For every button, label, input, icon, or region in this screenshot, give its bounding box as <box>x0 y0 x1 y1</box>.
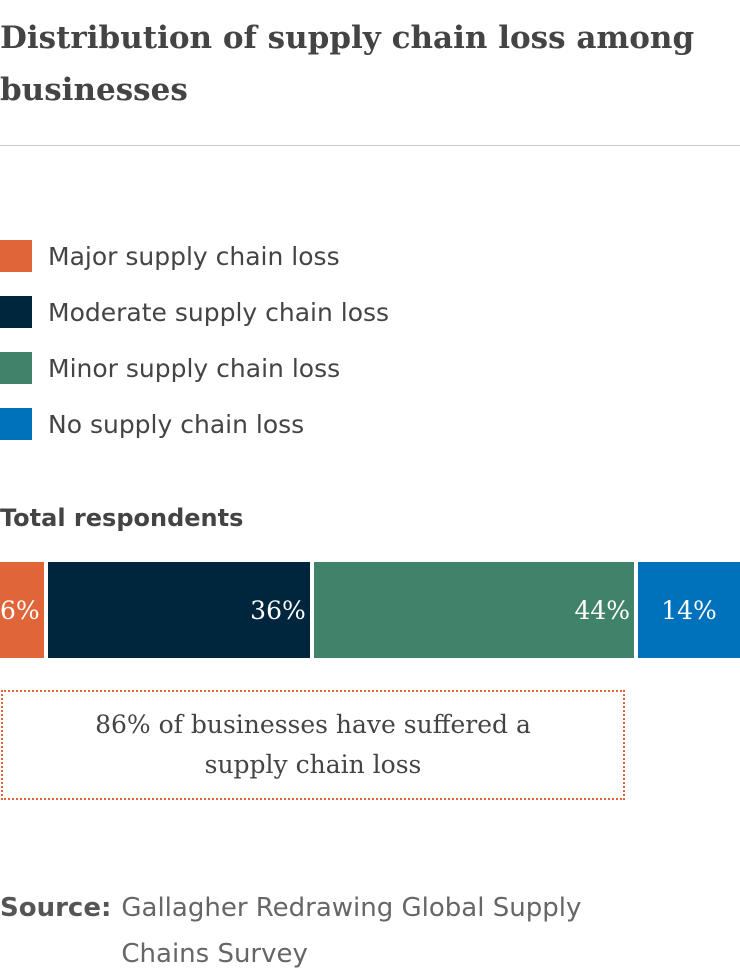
title-divider <box>0 145 740 146</box>
category-label: Total respondents <box>0 504 244 532</box>
legend-item-minor: Minor supply chain loss <box>0 340 389 396</box>
data-label: 36% <box>250 595 306 625</box>
legend-swatch <box>0 408 32 440</box>
bar-segment-0: 6% <box>0 562 44 658</box>
legend-label: Minor supply chain loss <box>48 353 341 383</box>
data-label: 44% <box>574 595 631 625</box>
annotation-text: 86% of businesses have suffered a supply… <box>95 710 531 779</box>
legend-label: No supply chain loss <box>48 409 305 439</box>
source-text: Gallagher Redrawing Global Supply Chains… <box>121 893 582 969</box>
legend-swatch <box>0 352 32 384</box>
data-label: 14% <box>661 595 717 625</box>
bar-segment-1: 36% <box>47 562 310 658</box>
chart-title: Distribution of supply chain loss among … <box>0 20 695 108</box>
data-label: 6% <box>0 595 40 625</box>
bar-segment-2: 44% <box>313 562 635 658</box>
legend-item-none: No supply chain loss <box>0 396 389 452</box>
legend-swatch <box>0 296 32 328</box>
annotation-box: 86% of businesses have suffered a supply… <box>1 690 625 800</box>
legend-label: Moderate supply chain loss <box>48 297 390 327</box>
legend: Major supply chain loss Moderate supply … <box>0 228 389 452</box>
stacked-bar: 6% 36% 44% 14% <box>0 562 740 658</box>
legend-item-major: Major supply chain loss <box>0 228 389 284</box>
legend-label: Major supply chain loss <box>48 241 340 271</box>
source: Source: Gallagher Redrawing Global Suppl… <box>0 885 601 977</box>
source-label: Source: <box>0 893 112 923</box>
bar-segment-3: 14% <box>638 562 740 658</box>
legend-item-moderate: Moderate supply chain loss <box>0 284 389 340</box>
legend-swatch <box>0 240 32 272</box>
